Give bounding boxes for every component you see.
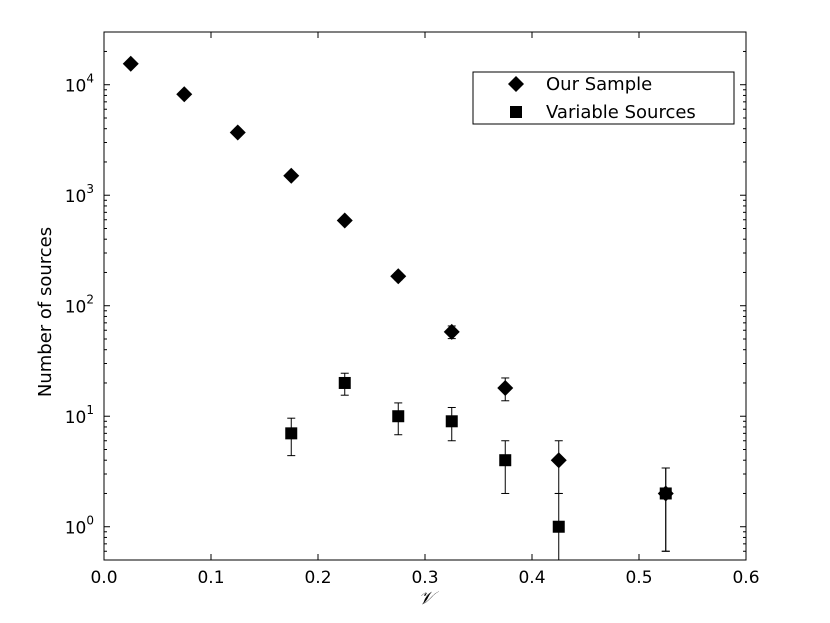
data-point-our-sample [336,212,353,229]
y-tick-label: 101 [65,403,94,428]
data-point-variable-sources [552,520,565,533]
legend-marker-our-sample [508,76,524,92]
y-axis-ticks: 100 101 102 103 104 [65,31,746,561]
data-point-our-sample [229,124,246,141]
data-point-variable-sources [285,427,298,440]
data-point-variable-sources [338,376,351,389]
data-point-our-sample [443,323,460,340]
data-point-our-sample [283,167,300,184]
legend-label-variable-sources: Variable Sources [546,102,696,123]
legend: Our Sample Variable Sources [472,71,735,125]
x-tick-label: 0.5 [625,568,652,588]
data-point-variable-sources [392,410,405,423]
markers [122,55,674,533]
x-tick-label: 0.0 [90,568,117,588]
x-tick-label: 0.3 [411,568,438,588]
y-tick-label: 102 [65,293,94,318]
data-point-our-sample [122,55,139,72]
x-tick-label: 0.1 [197,568,224,588]
y-tick-label: 100 [65,514,94,539]
x-axis-ticks: 0.0 0.1 0.2 0.3 0.4 0.5 0.6 [90,32,760,588]
data-point-variable-sources [445,415,458,428]
x-tick-label: 0.4 [518,568,545,588]
legend-label-our-sample: Our Sample [546,74,652,95]
x-tick-label: 0.2 [304,568,331,588]
y-tick-label: 104 [65,72,94,97]
data-point-our-sample [176,86,193,103]
data-point-variable-sources [499,454,512,467]
x-tick-label: 0.6 [732,568,759,588]
data-point-variable-sources [659,487,672,500]
y-tick-label: 103 [65,182,94,207]
data-point-our-sample [390,268,407,285]
y-axis-label: Number of sources [35,227,56,397]
data-point-our-sample [550,452,567,469]
legend-marker-variable-sources [510,106,522,118]
data-point-our-sample [497,380,514,397]
